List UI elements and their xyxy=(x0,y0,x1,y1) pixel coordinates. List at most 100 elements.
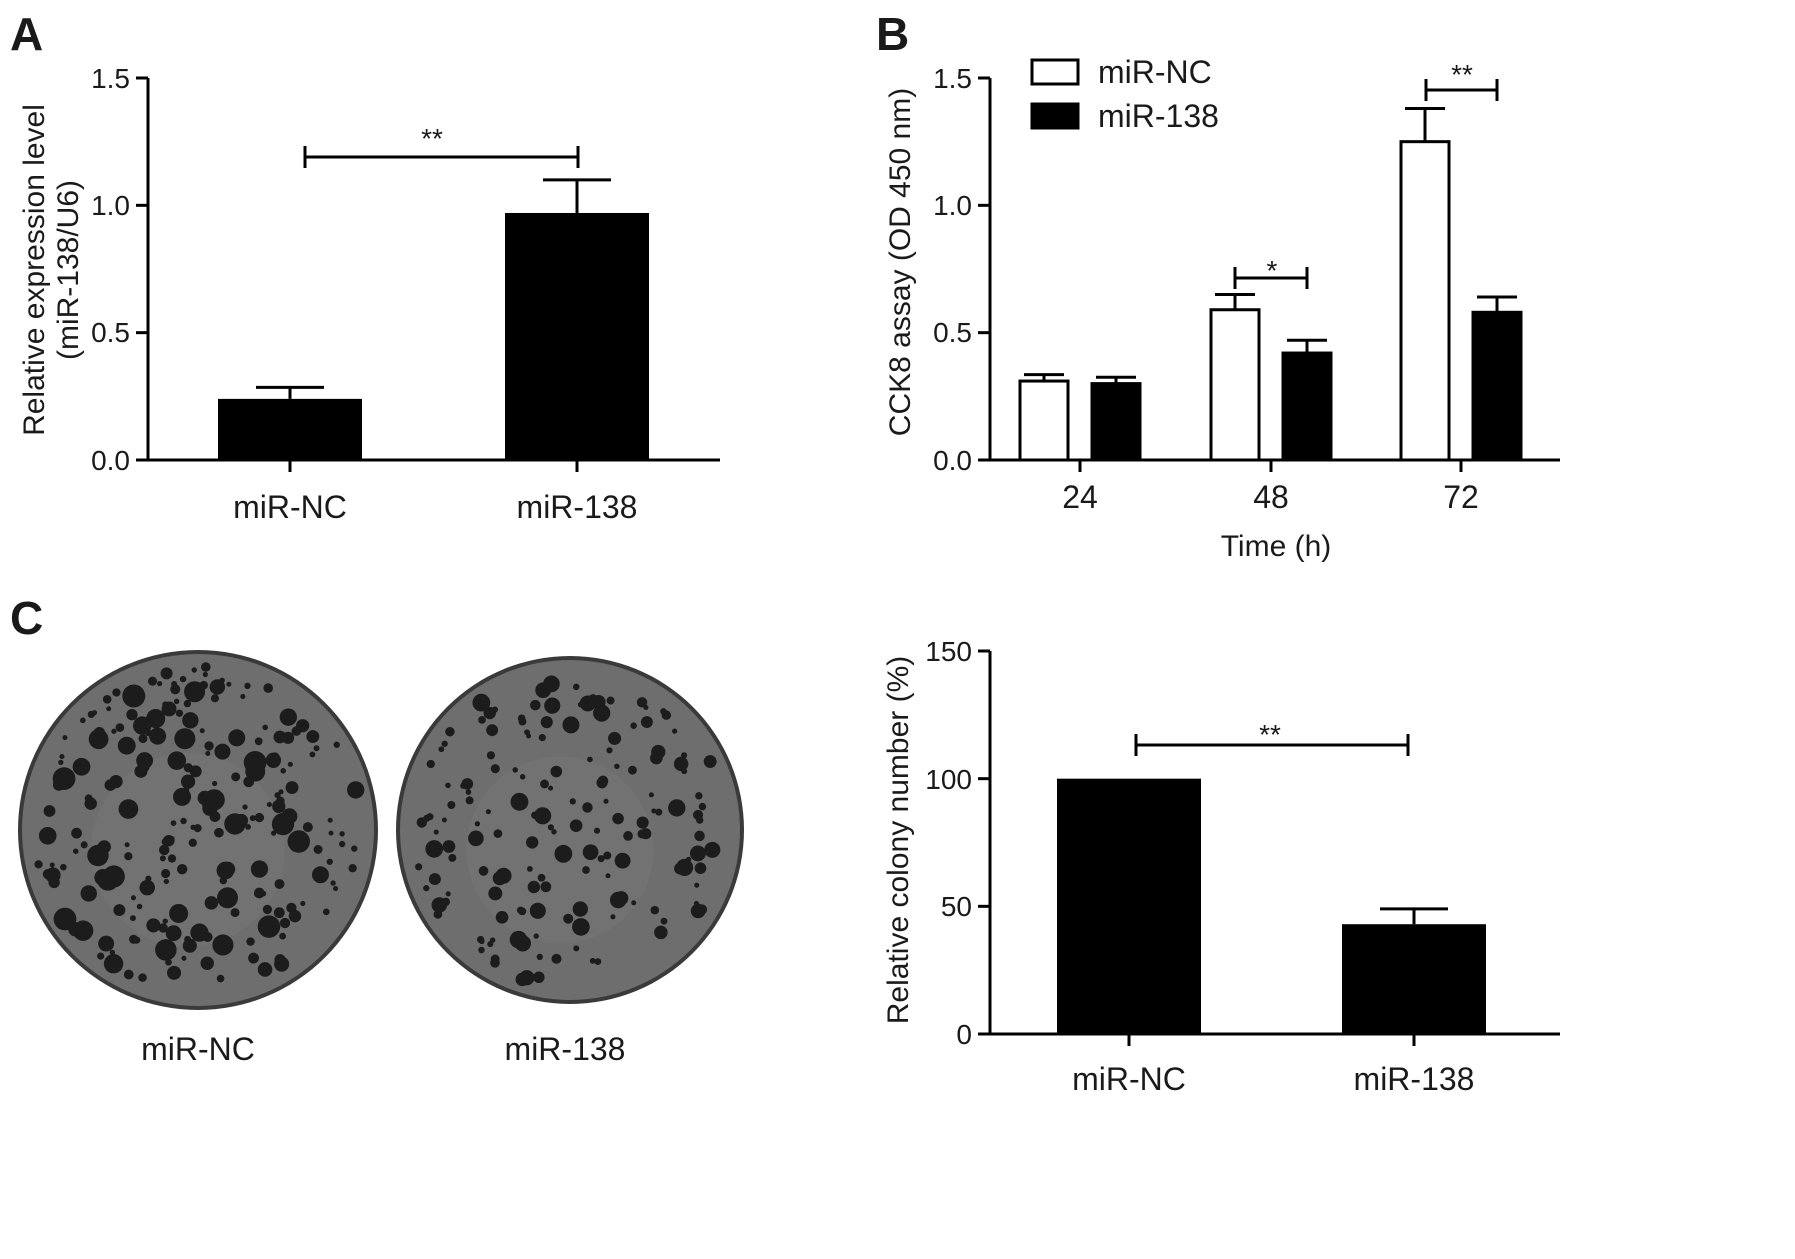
colony xyxy=(605,873,611,879)
colony xyxy=(478,866,489,876)
colony xyxy=(169,836,175,842)
colony xyxy=(441,817,447,823)
colony xyxy=(579,695,596,712)
colony xyxy=(309,751,316,758)
legend-label-mir-nc: miR-NC xyxy=(1098,54,1212,90)
colony xyxy=(224,813,246,835)
chart-a-xtick-label: miR-NC xyxy=(233,489,347,525)
colony-plates: miR-NC miR-138 xyxy=(18,650,744,1067)
colony xyxy=(165,958,172,966)
colony xyxy=(214,743,231,760)
colony xyxy=(201,662,211,672)
colony xyxy=(193,824,202,833)
colony xyxy=(179,675,187,683)
colony xyxy=(608,731,622,745)
colony xyxy=(655,808,663,816)
colony xyxy=(214,827,224,838)
colony xyxy=(660,708,667,715)
colony xyxy=(84,797,97,810)
colony xyxy=(202,800,218,816)
chart-b-ylabel: CCK8 assay (OD 450 nm) xyxy=(884,88,917,436)
colony xyxy=(587,756,593,763)
colony xyxy=(594,958,602,965)
colony xyxy=(137,760,150,773)
chart-a-xtick-label: miR-138 xyxy=(517,489,638,525)
colony xyxy=(274,792,281,799)
colony xyxy=(211,780,218,787)
colony xyxy=(161,868,171,879)
colony xyxy=(423,885,430,892)
colony xyxy=(288,909,302,923)
colony xyxy=(240,693,246,700)
colony xyxy=(651,808,657,814)
colony xyxy=(614,852,631,869)
colony xyxy=(170,820,177,827)
colony xyxy=(631,900,637,906)
colony xyxy=(262,724,269,731)
colony xyxy=(533,933,539,939)
colony xyxy=(244,682,251,689)
colony xyxy=(640,828,652,840)
chart-a-bar xyxy=(218,398,362,460)
chart-c-xtick-label: miR-NC xyxy=(1072,1061,1186,1097)
colony xyxy=(42,869,54,880)
colony xyxy=(572,683,580,691)
colony xyxy=(170,684,181,695)
colony xyxy=(327,817,333,823)
colony xyxy=(270,830,277,836)
colony xyxy=(79,767,86,774)
chart-c-marks xyxy=(978,649,1560,1046)
colony xyxy=(157,681,163,687)
chart-b-ytick-label: 0.0 xyxy=(933,445,972,476)
panel-label-c: C xyxy=(10,592,43,644)
colony xyxy=(534,807,552,825)
colony xyxy=(250,860,269,878)
colony xyxy=(654,925,668,940)
colony xyxy=(199,728,205,734)
colony xyxy=(288,714,297,723)
colony xyxy=(167,965,182,980)
chart-c-ytick-label: 50 xyxy=(941,891,972,922)
colony xyxy=(690,903,706,919)
colony xyxy=(531,811,539,819)
colony xyxy=(544,697,561,714)
colony xyxy=(540,779,549,789)
colony xyxy=(650,905,660,915)
colony xyxy=(138,973,147,982)
colony xyxy=(445,782,451,789)
chart-a-ytick-label: 1.5 xyxy=(91,63,130,94)
colony xyxy=(486,751,496,760)
colony xyxy=(62,735,68,741)
colony xyxy=(703,755,717,768)
colony xyxy=(606,696,615,705)
colony xyxy=(180,817,187,825)
colony xyxy=(693,809,704,820)
colony xyxy=(274,879,285,889)
colony xyxy=(572,901,588,917)
colony xyxy=(209,679,226,695)
colony xyxy=(478,716,486,724)
colony xyxy=(151,710,158,717)
colony xyxy=(554,844,573,863)
colony xyxy=(476,935,485,944)
colony xyxy=(202,671,208,678)
colony xyxy=(202,932,213,943)
colony xyxy=(129,934,139,944)
colony xyxy=(569,819,583,832)
colony xyxy=(485,809,491,815)
colony xyxy=(270,752,280,762)
colony xyxy=(162,918,168,924)
colony xyxy=(597,855,605,863)
plate-surface xyxy=(400,660,740,1000)
colony xyxy=(551,829,557,835)
chart-b-xtick-label: 72 xyxy=(1443,479,1479,515)
colony xyxy=(530,699,541,711)
chart-b: CCK8 assay (OD 450 nm) Time (h) 24 48 72… xyxy=(884,54,1560,563)
chart-c-significance-label: ** xyxy=(1259,719,1281,750)
colony xyxy=(61,770,69,779)
colony xyxy=(465,789,472,795)
colony xyxy=(287,830,310,853)
colony xyxy=(173,698,180,705)
colony xyxy=(648,792,654,798)
